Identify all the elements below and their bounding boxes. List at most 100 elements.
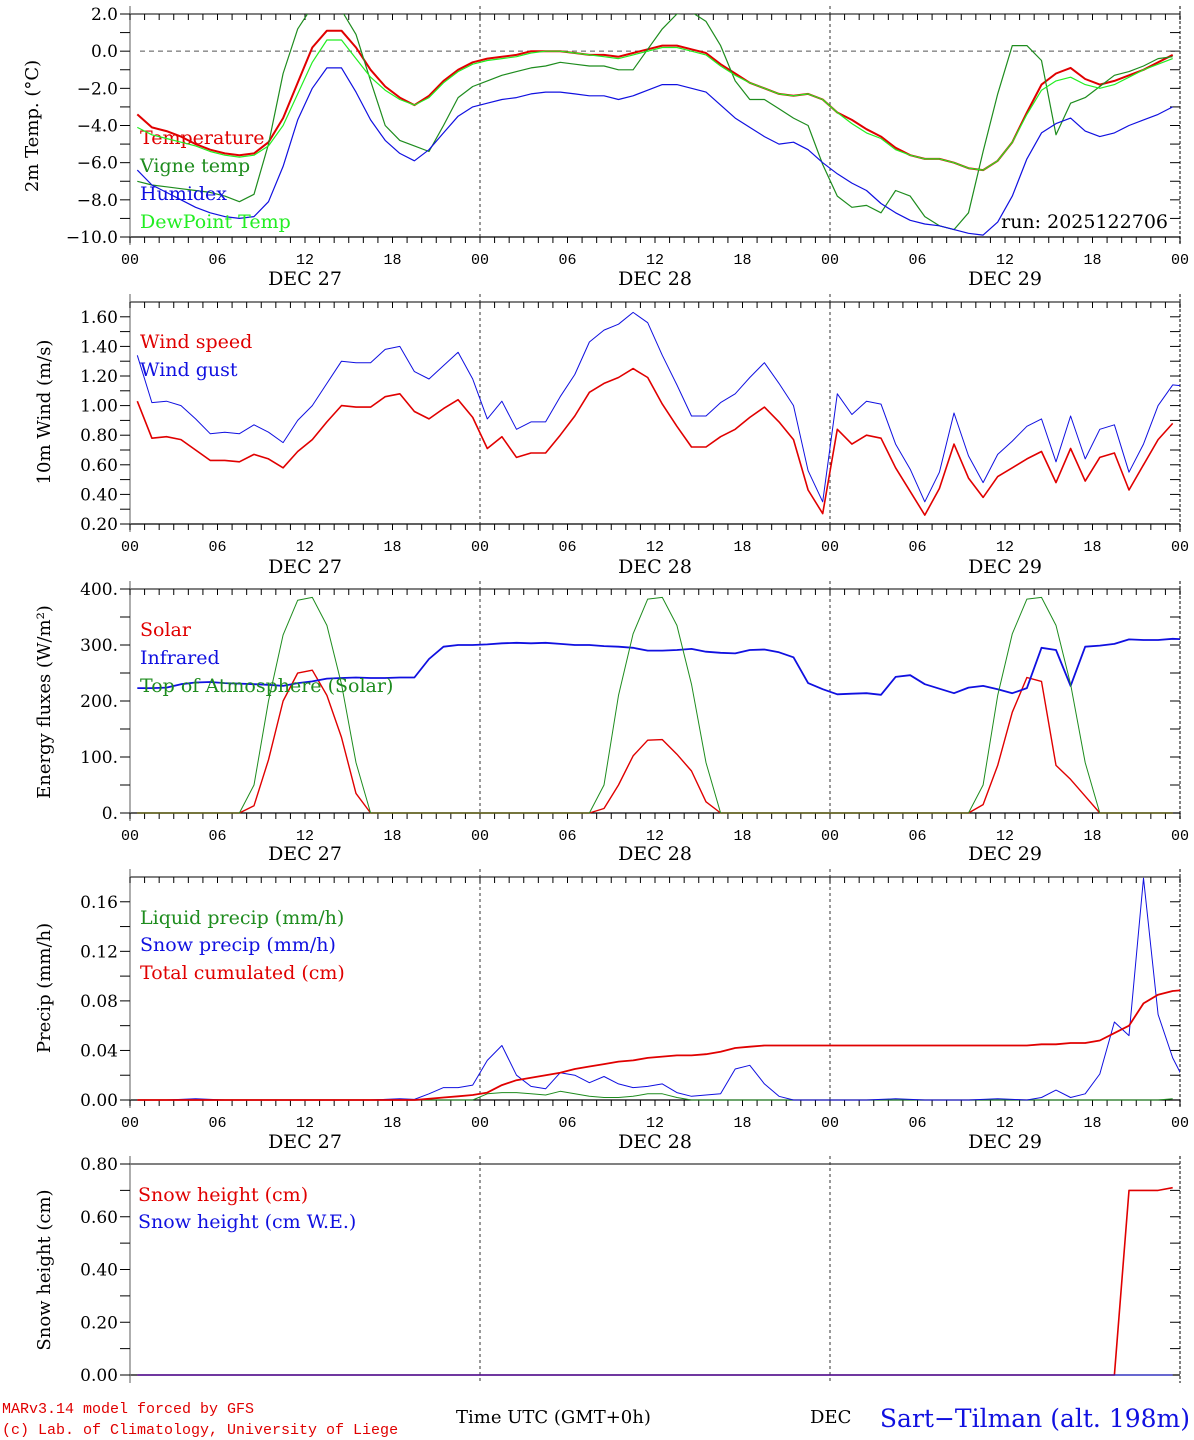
y-tick-label: 0.80 [80, 426, 118, 446]
series-line-humidex [136, 67, 1173, 236]
series-line-top-of-atmosphere-solar- [137, 596, 1173, 814]
y-tick-label: 0.16 [80, 893, 118, 913]
x-tick-label: 12 [646, 1115, 664, 1132]
x-tick-label: 00 [471, 252, 489, 269]
y-tick-label: 1.60 [80, 308, 118, 328]
x-tick-label: 18 [1083, 252, 1101, 269]
series-line-solar [137, 669, 1173, 814]
legend-entry: Wind gust [140, 359, 238, 381]
x-tick-label: 06 [208, 828, 226, 845]
day-label: DEC 29 [968, 556, 1042, 578]
copyright-credit: (c) Lab. of Climatology, University of L… [2, 1422, 398, 1439]
x-tick-label: 18 [1083, 1115, 1101, 1132]
legend-entry: Infrared [140, 647, 220, 669]
x-tick-label: 00 [821, 1115, 839, 1132]
y-tick-label: 0.40 [80, 1261, 118, 1281]
legend-entry: DewPoint Temp [140, 211, 291, 233]
y-tick-label: 2.0 [91, 5, 118, 25]
series-line-infrared [137, 637, 1180, 696]
y-tick-label: 0.04 [80, 1041, 118, 1061]
legend-entry: Top of Atmosphere (Solar) [140, 675, 393, 697]
series-line-total-cumulated-cm- [137, 989, 1180, 1101]
x-tick-label: 12 [646, 252, 664, 269]
series-line-dewpoint-temp [137, 39, 1173, 171]
x-tick-label: 00 [1171, 828, 1189, 845]
day-label: DEC 29 [968, 843, 1042, 865]
x-tick-label: 12 [646, 828, 664, 845]
day-label: DEC 27 [268, 1131, 342, 1153]
series-line-vigne-temp [137, 14, 1173, 231]
y-tick-label: 0.80 [80, 1155, 118, 1175]
x-tick-label: 00 [471, 1115, 489, 1132]
x-tick-label: 00 [471, 828, 489, 845]
x-tick-label: 00 [121, 539, 139, 556]
x-tick-label: 06 [908, 1115, 926, 1132]
x-tick-label: 06 [908, 828, 926, 845]
legend-entry: Snow precip (mm/h) [140, 934, 336, 956]
legend-entry: Snow height (cm) [138, 1184, 308, 1206]
x-tick-label: 06 [908, 252, 926, 269]
y-tick-label: 1.00 [80, 397, 118, 417]
day-label: DEC 28 [618, 556, 692, 578]
x-tick-label: 06 [558, 1115, 576, 1132]
series-line-wind-speed [136, 367, 1174, 516]
y-tick-label: −10.0 [66, 228, 118, 248]
x-tick-label: 18 [383, 1115, 401, 1132]
y-tick-label: −4.0 [77, 117, 118, 137]
x-tick-label: 06 [558, 252, 576, 269]
y-tick-label: 1.40 [80, 337, 118, 357]
panel-4: 0.16 0.12 0.08 0.04 0.00 Precip (mm/h) Liquid … [34, 869, 1189, 1153]
overlapping-day-label: DEC [810, 1407, 851, 1428]
y-tick-label: 0.0 [91, 42, 118, 62]
x-tick-label: 12 [296, 1115, 314, 1132]
legend-entry: Total cumulated (cm) [140, 962, 345, 984]
x-tick-label: 18 [1083, 539, 1101, 556]
y-tick-label: 0.20 [80, 515, 118, 535]
x-tick-label: 00 [121, 1115, 139, 1132]
day-label: DEC 29 [968, 268, 1042, 290]
day-label: DEC 28 [618, 268, 692, 290]
x-tick-label: 00 [1171, 1115, 1189, 1132]
legend-entry: Solar [140, 619, 192, 641]
x-tick-label: 18 [1083, 828, 1101, 845]
day-label: DEC 27 [268, 843, 342, 865]
x-tick-label: 12 [296, 539, 314, 556]
station-name: Sart−Tilman (alt. 198m) [880, 1404, 1190, 1433]
legend-entry: Wind speed [140, 331, 252, 353]
x-tick-label: 00 [1171, 539, 1189, 556]
y-axis-title: 2m Temp. (°C) [22, 60, 43, 192]
x-tick-label: 00 [821, 539, 839, 556]
day-label: DEC 28 [618, 843, 692, 865]
day-label: DEC 28 [618, 1131, 692, 1153]
y-tick-label: 0.00 [80, 1091, 118, 1111]
y-tick-label: 200. [80, 692, 118, 712]
x-tick-label: 12 [996, 828, 1014, 845]
x-tick-label: 18 [383, 828, 401, 845]
y-tick-label: 100. [80, 748, 118, 768]
y-axis-title: Energy fluxes (W/m²) [34, 605, 55, 799]
x-tick-label: 12 [996, 539, 1014, 556]
y-tick-label: 0. [102, 804, 118, 824]
legend-entry: Snow height (cm W.E.) [138, 1211, 356, 1233]
x-tick-label: 06 [208, 252, 226, 269]
footer: MARv3.14 model forced by GFS (c) Lab. of … [2, 1401, 1190, 1439]
x-tick-label: 06 [208, 539, 226, 556]
x-tick-label: 06 [908, 539, 926, 556]
y-axis-title: Snow height (cm) [34, 1189, 55, 1350]
y-tick-label: 0.00 [80, 1366, 118, 1386]
y-tick-label: 0.20 [80, 1313, 118, 1333]
panel-3: 400. 300. 200. 100. 0. Energy fluxes (W/m²) So… [34, 580, 1189, 865]
model-credit: MARv3.14 model forced by GFS [2, 1401, 254, 1418]
legend-entry: Vigne temp [139, 155, 250, 177]
x-tick-label: 00 [121, 252, 139, 269]
y-tick-label: 0.12 [80, 942, 118, 962]
x-tick-label: 00 [471, 539, 489, 556]
x-tick-label: 00 [821, 252, 839, 269]
y-tick-label: −2.0 [77, 79, 118, 99]
x-tick-label: 12 [996, 252, 1014, 269]
legend-entry: Temperature [140, 127, 264, 149]
run-annotation: run: 2025122706 [1001, 211, 1168, 233]
x-axis-title: Time UTC (GMT+0h) [456, 1407, 651, 1428]
legend-entry: Liquid precip (mm/h) [140, 907, 344, 929]
x-tick-label: 12 [296, 828, 314, 845]
